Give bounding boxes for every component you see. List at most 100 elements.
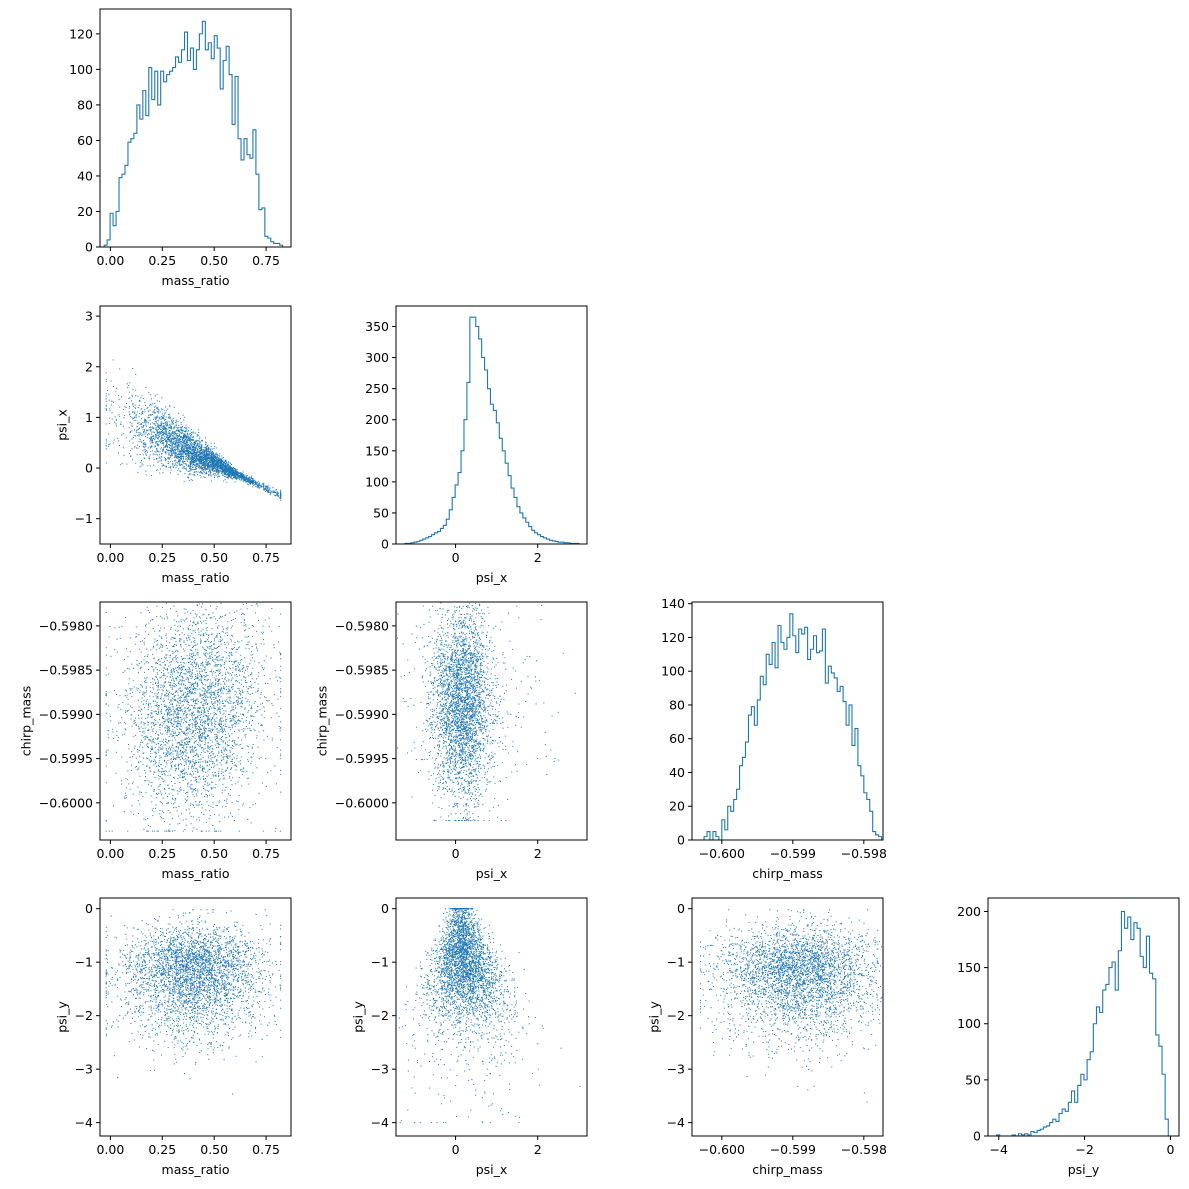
scatter-point — [202, 707, 204, 709]
scatter-point — [165, 444, 167, 446]
scatter-point — [210, 448, 212, 450]
scatter-point — [146, 703, 148, 705]
scatter-point — [199, 466, 201, 468]
scatter-point — [196, 463, 198, 465]
scatter-point — [213, 455, 215, 457]
scatter-point — [186, 438, 188, 440]
scatter-point — [190, 733, 192, 735]
scatter-point — [258, 487, 260, 489]
scatter-point — [171, 439, 173, 441]
scatter-point — [231, 719, 233, 721]
scatter-point — [164, 446, 166, 448]
scatter-point — [150, 439, 152, 441]
scatter-point — [194, 450, 196, 452]
scatter-point — [142, 442, 144, 444]
scatter-point — [208, 455, 210, 457]
scatter-point — [199, 819, 201, 821]
scatter-point — [208, 453, 210, 455]
scatter-point — [235, 478, 237, 480]
scatter-point — [227, 475, 229, 477]
scatter-point — [122, 409, 124, 411]
scatter-point — [118, 722, 120, 724]
scatter-point — [244, 479, 246, 481]
scatter-point — [152, 426, 154, 428]
scatter-point — [156, 672, 158, 674]
scatter-point — [195, 460, 197, 462]
scatter-point — [232, 725, 234, 727]
scatter-point — [177, 446, 179, 448]
scatter-point — [280, 492, 282, 494]
scatter-point — [111, 412, 113, 414]
scatter-point — [227, 476, 229, 478]
scatter-point — [267, 485, 269, 487]
scatter-point — [174, 450, 176, 452]
scatter-point — [208, 462, 210, 464]
scatter-point — [128, 397, 130, 399]
scatter-point — [194, 734, 196, 736]
scatter-point — [225, 476, 227, 478]
scatter-point — [150, 795, 152, 797]
scatter-point — [199, 728, 201, 730]
scatter-point — [200, 466, 202, 468]
scatter-point — [193, 446, 195, 448]
scatter-point — [105, 440, 107, 442]
scatter-point — [190, 803, 192, 805]
scatter-point — [167, 408, 169, 410]
scatter-point — [201, 439, 203, 441]
scatter-point — [179, 450, 181, 452]
scatter-point — [202, 458, 204, 460]
scatter-point — [214, 456, 216, 457]
scatter-point — [177, 473, 179, 475]
scatter-point — [181, 455, 183, 457]
scatter-point — [204, 449, 206, 451]
scatter-point — [163, 432, 165, 434]
scatter-point — [204, 476, 206, 478]
scatter-point — [187, 453, 189, 455]
scatter-point — [179, 699, 181, 701]
scatter-point — [179, 751, 181, 753]
scatter-point — [246, 475, 248, 477]
scatter-point — [182, 450, 184, 452]
scatter-point — [194, 466, 196, 468]
scatter-point — [145, 700, 147, 702]
scatter-point — [229, 721, 231, 723]
scatter-point — [203, 467, 205, 469]
scatter-point — [155, 436, 157, 438]
scatter-point — [139, 691, 141, 693]
scatter-point — [145, 454, 147, 456]
scatter-point — [175, 446, 177, 448]
scatter-point — [170, 669, 172, 671]
scatter-point — [173, 443, 175, 445]
scatter-point — [210, 456, 212, 458]
scatter-point — [188, 448, 190, 450]
scatter-point — [234, 680, 236, 682]
scatter-point — [277, 492, 279, 494]
scatter-point — [205, 649, 207, 651]
scatter-point — [209, 455, 211, 457]
scatter-point — [201, 450, 203, 452]
scatter-point — [166, 437, 168, 439]
scatter-point — [199, 453, 201, 455]
scatter-point — [109, 417, 111, 419]
scatter-point — [124, 695, 126, 697]
scatter-point — [144, 736, 146, 738]
scatter-point — [224, 667, 226, 669]
scatter-point — [154, 742, 156, 744]
scatter-point — [222, 628, 224, 630]
scatter-point — [167, 433, 169, 435]
scatter-point — [193, 777, 195, 779]
scatter-point — [194, 453, 196, 455]
scatter-point — [136, 687, 138, 689]
scatter-point — [207, 466, 209, 468]
scatter-point — [209, 456, 211, 458]
scatter-point — [159, 425, 161, 427]
scatter-point — [177, 421, 179, 423]
scatter-point — [266, 489, 268, 491]
scatter-point — [194, 754, 196, 756]
scatter-point — [216, 460, 218, 462]
scatter-point — [189, 470, 191, 472]
scatter-point — [146, 735, 148, 737]
scatter-point — [157, 420, 159, 422]
scatter-point — [198, 465, 200, 467]
scatter-point — [170, 455, 172, 457]
